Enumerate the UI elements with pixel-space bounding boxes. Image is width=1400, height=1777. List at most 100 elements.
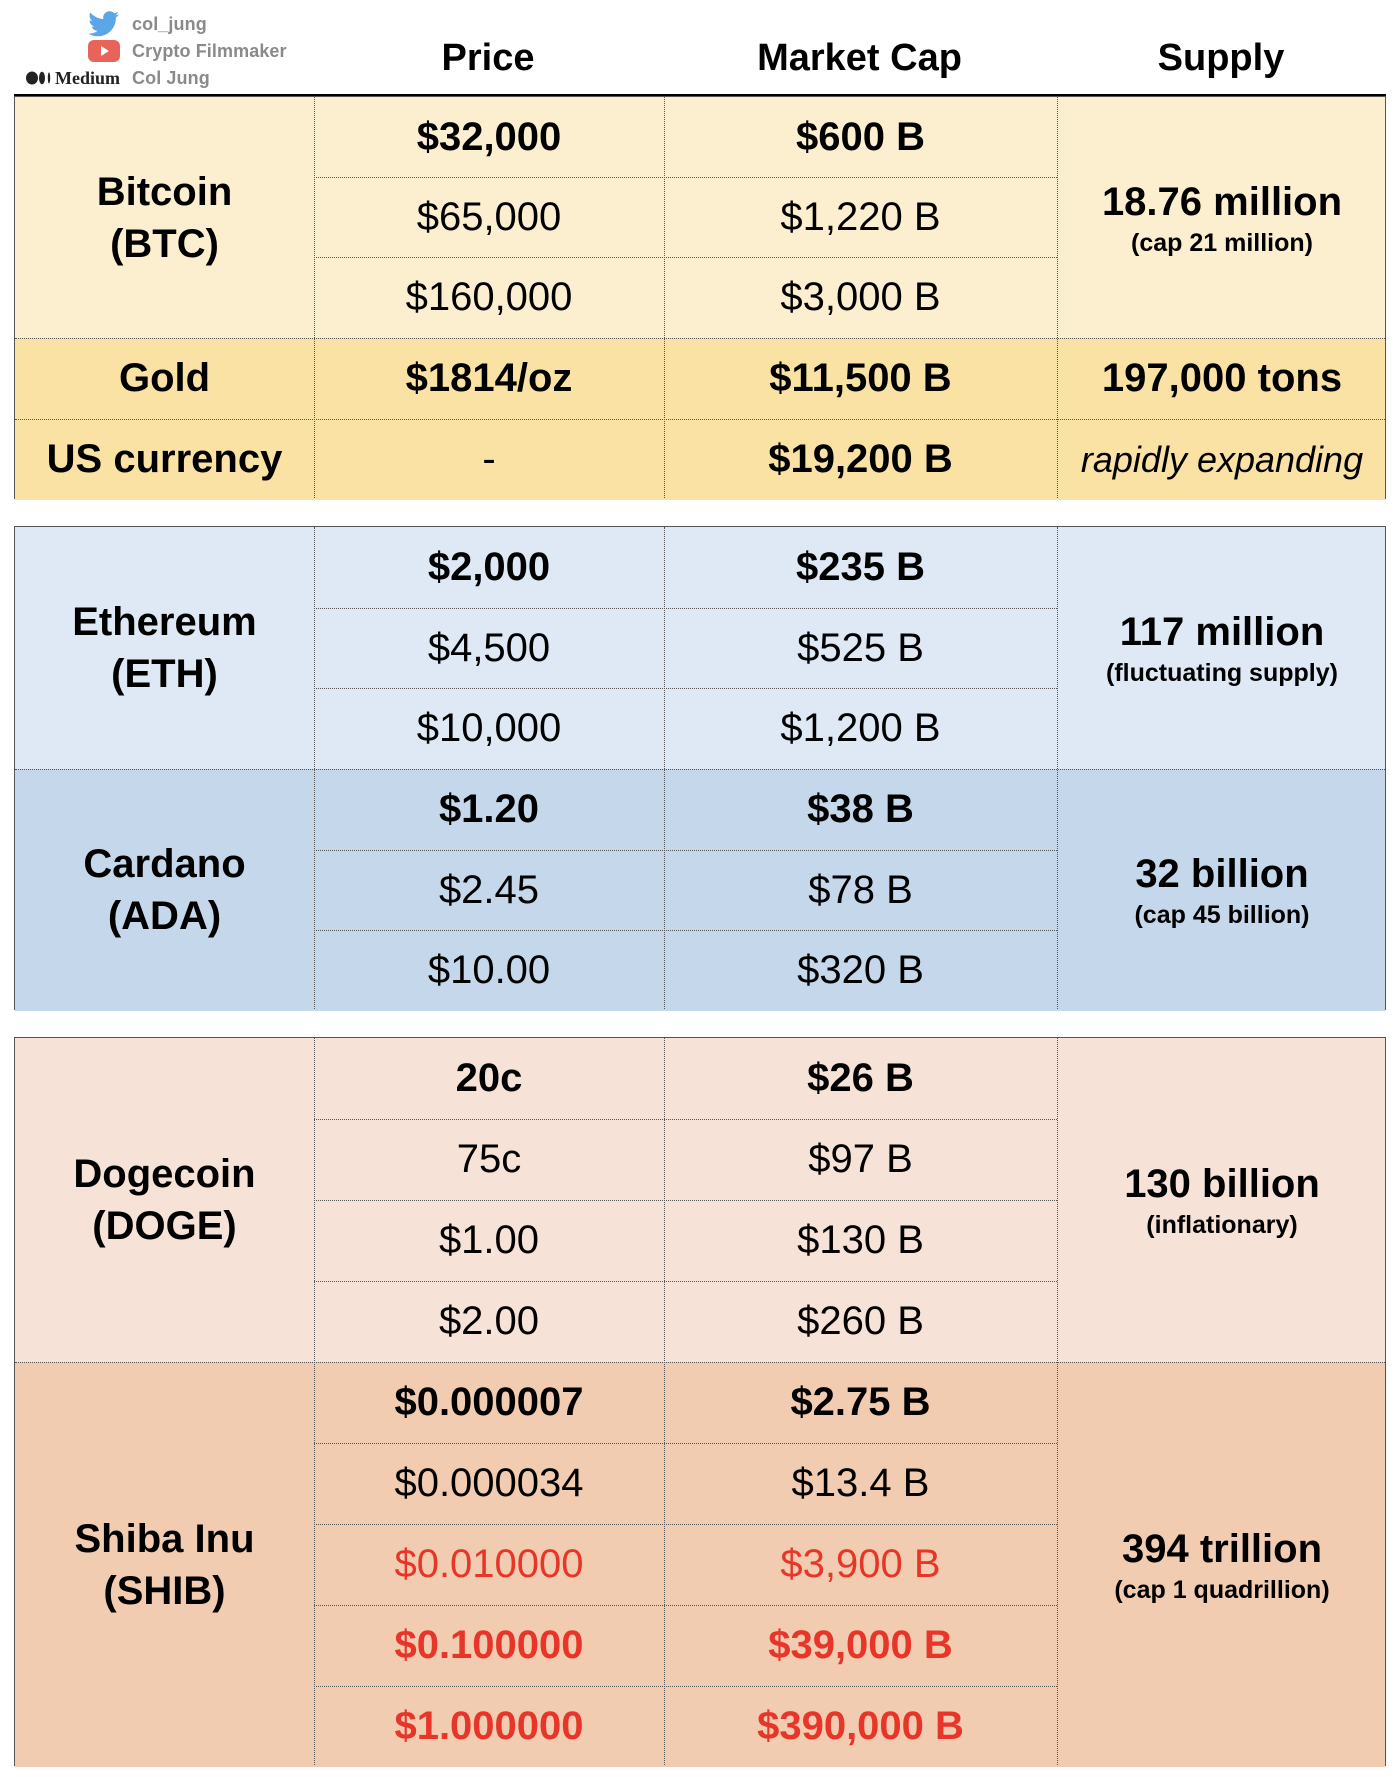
eth-cap-2: $525 B (797, 625, 924, 670)
row-divider (314, 1443, 1057, 1444)
credit-youtube: Crypto Filmmaker (24, 39, 287, 63)
col-divider (314, 527, 315, 1009)
row-divider (314, 257, 1057, 258)
ada-cap-3: $320 B (797, 948, 924, 992)
ada-price-2: $2.45 (438, 867, 540, 912)
doge-price-2: 75c (456, 1137, 522, 1181)
btc-price-3: $160,000 (405, 275, 573, 319)
eth-supply: 117 million (1119, 610, 1325, 654)
gold-cap: $11,500 B (769, 356, 952, 400)
ada-supply: 32 billion (1135, 852, 1309, 896)
row-divider (314, 1686, 1057, 1687)
gold-row-bg (15, 338, 1385, 419)
twitter-bird-icon (24, 11, 120, 37)
usd-row-bg (15, 419, 1385, 500)
doge-cap-4: $260 B (797, 1299, 924, 1343)
table-block-store-of-value: Bitcoin (BTC) $32,000 $600 B $65,000 $1,… (14, 96, 1387, 500)
header-divider (14, 94, 1386, 96)
shib-name: Shiba Inu (74, 1516, 255, 1561)
usd-price: - (482, 437, 496, 481)
row-divider (314, 1200, 1057, 1201)
btc-name: Bitcoin (96, 169, 233, 214)
btc-supply-cell: 18.76 million (cap 21 million) (1057, 97, 1387, 338)
eth-price-1: $2,000 (427, 545, 551, 589)
btc-cap-3: $3,000 B (780, 275, 941, 319)
ada-supply-cell: 32 billion (cap 45 billion) (1057, 769, 1387, 1011)
btc-supply-note: (cap 21 million) (1131, 228, 1313, 257)
doge-cap-3: $130 B (797, 1218, 924, 1262)
shib-cap-1: $2.75 B (790, 1380, 931, 1424)
btc-supply: 18.76 million (1101, 179, 1343, 224)
doge-cap-1: $26 B (807, 1056, 914, 1100)
col-divider (314, 97, 315, 498)
row-divider (314, 688, 1057, 689)
gold-name: Gold (118, 356, 211, 400)
row-divider (15, 419, 1385, 420)
eth-cap-3: $1,200 B (780, 706, 941, 750)
col-divider (664, 1038, 665, 1765)
shib-ticker: (SHIB) (103, 1568, 226, 1613)
header-supply: Supply (1157, 36, 1285, 79)
col-divider (664, 97, 665, 498)
shib-name-cell: Shiba Inu (SHIB) (15, 1362, 314, 1767)
shib-row-bg (15, 1362, 1385, 1767)
ada-row-bg (15, 769, 1385, 1011)
ada-ticker: (ADA) (107, 894, 222, 938)
row-divider (15, 1362, 1385, 1363)
row-divider (314, 1605, 1057, 1606)
ada-price-3: $10.00 (427, 948, 551, 992)
doge-ticker: (DOGE) (92, 1204, 237, 1248)
doge-price-3: $1.00 (438, 1218, 540, 1262)
row-divider (314, 1119, 1057, 1120)
eth-ticker: (ETH) (111, 652, 218, 696)
eth-cap-1: $235 B (796, 545, 925, 589)
credit-medium: Medium Col Jung (24, 66, 210, 90)
col-divider (1057, 527, 1058, 1009)
shib-cap-3: $3,900 B (780, 1542, 941, 1586)
shib-supply-note: (cap 1 quadrillion) (1114, 1575, 1330, 1604)
doge-name-cell: Dogecoin (DOGE) (15, 1038, 314, 1362)
row-divider (314, 1524, 1057, 1525)
credit-medium-author: Col Jung (132, 67, 210, 88)
ada-supply-note: (cap 45 billion) (1134, 901, 1310, 929)
shib-price-3: $0.010000 (394, 1542, 584, 1586)
row-divider (314, 1281, 1057, 1282)
header-market-cap: Market Cap (757, 36, 962, 79)
doge-supply: 130 billion (1124, 1162, 1320, 1206)
eth-supply-cell: 117 million (fluctuating supply) (1057, 527, 1387, 769)
doge-price-1: 20c (455, 1056, 523, 1100)
medium-logo-icon: Medium (24, 66, 120, 90)
shib-supply: 394 trillion (1121, 1526, 1323, 1571)
col-divider (1057, 97, 1058, 498)
eth-price-2: $4,500 (427, 625, 551, 670)
btc-cap-2: $1,220 B (780, 194, 941, 239)
youtube-play-icon (24, 39, 120, 63)
doge-name: Dogecoin (73, 1152, 256, 1196)
btc-price-1: $32,000 (416, 114, 562, 159)
shib-cap-5: $390,000 B (757, 1704, 964, 1748)
shib-cap-4: $39,000 B (768, 1623, 953, 1667)
ada-cap-1: $38 B (807, 787, 914, 831)
table-block-meme-coins: Dogecoin (DOGE) 20c $26 B 75c $97 B $1.0… (14, 1037, 1386, 1767)
col-divider (314, 1038, 315, 1765)
ada-price-1: $1.20 (438, 787, 540, 831)
credit-youtube-channel: Crypto Filmmaker (132, 40, 287, 61)
header-price: Price (441, 36, 535, 79)
gold-price: $1814/oz (405, 356, 573, 400)
btc-ticker: (BTC) (110, 221, 219, 266)
row-divider (314, 930, 1057, 931)
eth-name-cell: Ethereum (ETH) (15, 527, 314, 769)
row-divider (15, 769, 1385, 770)
eth-supply-note: (fluctuating supply) (1106, 659, 1338, 687)
eth-row-bg (15, 527, 1385, 769)
author-credits: col_jung Crypto Filmmaker Medium Col Jun… (24, 8, 314, 94)
ada-name: Cardano (83, 842, 246, 886)
btc-row-bg (15, 97, 1385, 338)
doge-price-4: $2.00 (438, 1299, 540, 1343)
shib-price-2: $0.000034 (394, 1461, 584, 1505)
row-divider (314, 608, 1057, 609)
btc-cap-1: $600 B (796, 114, 925, 159)
shib-price-5: $1.000000 (394, 1704, 584, 1748)
usd-supply: rapidly expanding (1080, 438, 1364, 480)
usd-cap: $19,200 B (768, 437, 953, 481)
